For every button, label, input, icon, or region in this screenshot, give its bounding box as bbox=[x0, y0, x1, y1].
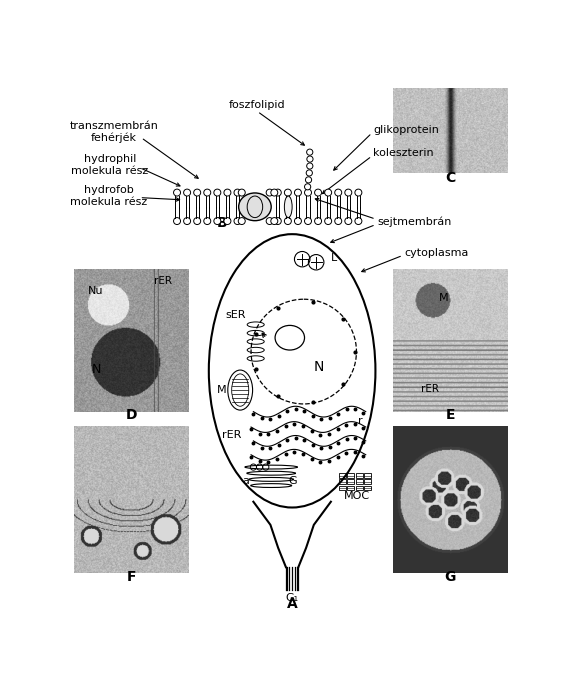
Text: sejtmembrán: sejtmembrán bbox=[377, 217, 452, 228]
Text: C: C bbox=[445, 171, 455, 185]
Circle shape bbox=[345, 218, 352, 224]
Circle shape bbox=[266, 189, 273, 196]
Text: rER: rER bbox=[421, 384, 439, 393]
Bar bbox=[339, 473, 345, 478]
Bar bbox=[364, 486, 371, 490]
Circle shape bbox=[355, 189, 362, 196]
Circle shape bbox=[284, 218, 291, 224]
Circle shape bbox=[304, 189, 311, 196]
Circle shape bbox=[234, 218, 241, 224]
Circle shape bbox=[295, 189, 302, 196]
Circle shape bbox=[173, 189, 181, 196]
Text: a: a bbox=[243, 476, 250, 486]
Circle shape bbox=[304, 218, 311, 224]
Circle shape bbox=[307, 163, 313, 169]
Circle shape bbox=[173, 218, 181, 224]
Circle shape bbox=[224, 189, 231, 196]
Circle shape bbox=[345, 189, 352, 196]
Text: B: B bbox=[217, 216, 227, 230]
Text: E: E bbox=[446, 408, 455, 422]
Text: MOC: MOC bbox=[343, 491, 369, 501]
Text: hydrofob
molekula rész: hydrofob molekula rész bbox=[70, 185, 147, 207]
Circle shape bbox=[315, 189, 321, 196]
Circle shape bbox=[271, 218, 278, 224]
Bar bbox=[356, 486, 363, 490]
Bar bbox=[339, 486, 345, 490]
Text: A: A bbox=[287, 597, 298, 611]
Bar bbox=[339, 479, 345, 484]
Circle shape bbox=[238, 189, 245, 196]
Circle shape bbox=[184, 218, 190, 224]
Ellipse shape bbox=[228, 370, 253, 410]
Text: hydrophil
molekula rész: hydrophil molekula rész bbox=[71, 155, 149, 176]
Text: Nu: Nu bbox=[282, 332, 298, 343]
Circle shape bbox=[274, 218, 281, 224]
Circle shape bbox=[266, 218, 273, 224]
Bar bbox=[356, 479, 363, 484]
Circle shape bbox=[304, 184, 311, 190]
Circle shape bbox=[214, 218, 221, 224]
Circle shape bbox=[214, 189, 221, 196]
Bar bbox=[347, 479, 354, 484]
Circle shape bbox=[306, 176, 312, 183]
Text: M: M bbox=[438, 293, 448, 304]
Text: r: r bbox=[358, 416, 363, 426]
Circle shape bbox=[194, 189, 201, 196]
Circle shape bbox=[234, 189, 241, 196]
Text: M: M bbox=[217, 385, 226, 395]
Bar bbox=[364, 473, 371, 478]
Circle shape bbox=[184, 189, 190, 196]
Text: rER: rER bbox=[222, 430, 242, 440]
Text: rER: rER bbox=[154, 276, 173, 286]
Bar bbox=[364, 479, 371, 484]
Ellipse shape bbox=[239, 193, 271, 221]
Circle shape bbox=[238, 218, 245, 224]
Text: G₁: G₁ bbox=[286, 593, 299, 603]
Text: G: G bbox=[445, 570, 456, 584]
Circle shape bbox=[194, 218, 201, 224]
Text: cytoplasma: cytoplasma bbox=[405, 248, 469, 258]
Circle shape bbox=[355, 218, 362, 224]
Circle shape bbox=[335, 218, 342, 224]
Text: D: D bbox=[126, 408, 137, 422]
Circle shape bbox=[306, 170, 312, 176]
Circle shape bbox=[295, 218, 302, 224]
Text: sER: sER bbox=[225, 311, 246, 320]
Circle shape bbox=[315, 218, 321, 224]
Text: koleszterin: koleszterin bbox=[373, 148, 434, 158]
Text: glikoprotein: glikoprotein bbox=[373, 124, 439, 135]
Circle shape bbox=[335, 189, 342, 196]
Bar bbox=[356, 473, 363, 478]
Circle shape bbox=[284, 189, 291, 196]
Text: foszfolipid: foszfolipid bbox=[229, 100, 286, 110]
Text: Nu: Nu bbox=[88, 286, 104, 295]
Bar bbox=[347, 486, 354, 490]
Text: N: N bbox=[314, 360, 324, 374]
Text: transzmembrán
fehérjék: transzmembrán fehérjék bbox=[70, 121, 158, 143]
Circle shape bbox=[325, 218, 332, 224]
Circle shape bbox=[274, 189, 281, 196]
Circle shape bbox=[307, 156, 313, 162]
Ellipse shape bbox=[275, 326, 304, 350]
Circle shape bbox=[204, 189, 211, 196]
Ellipse shape bbox=[284, 196, 292, 218]
Bar bbox=[347, 473, 354, 478]
Circle shape bbox=[271, 189, 278, 196]
Circle shape bbox=[204, 218, 211, 224]
Circle shape bbox=[325, 189, 332, 196]
Text: N: N bbox=[91, 363, 101, 376]
Text: F: F bbox=[127, 570, 136, 584]
Text: G: G bbox=[288, 476, 297, 486]
Circle shape bbox=[224, 218, 231, 224]
Text: L: L bbox=[331, 252, 337, 263]
Circle shape bbox=[307, 149, 313, 155]
